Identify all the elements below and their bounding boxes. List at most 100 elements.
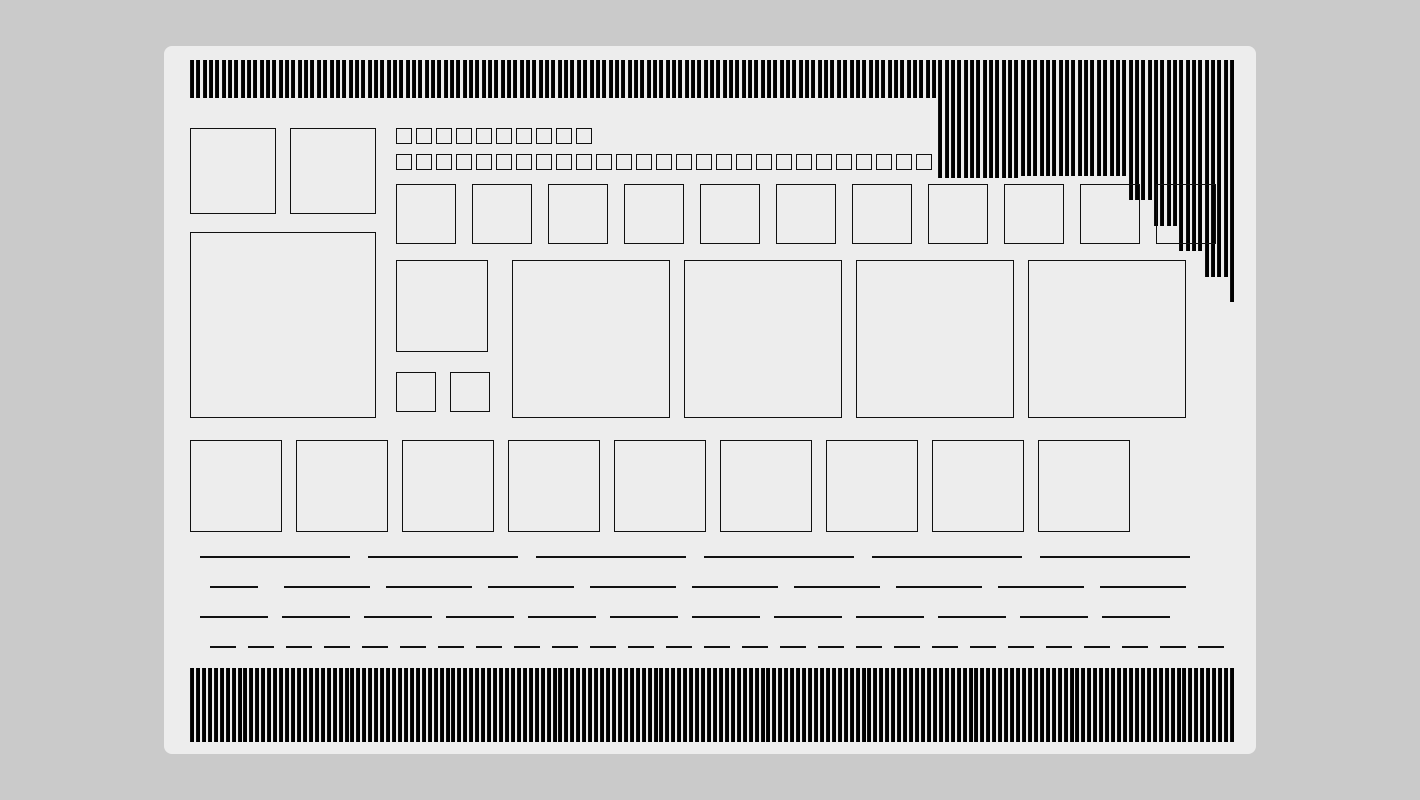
- mid-row-box: [1080, 184, 1140, 244]
- line1-seg: [536, 556, 686, 558]
- vertical-bar: [304, 60, 308, 98]
- vertical-bar: [1059, 60, 1063, 176]
- vertical-bar: [1217, 60, 1221, 277]
- tiny-row-2-box: [616, 154, 632, 170]
- half-pair-small-box: [450, 372, 490, 412]
- tiny-row-2-box: [676, 154, 692, 170]
- vertical-bar: [685, 60, 689, 98]
- vertical-bar: [1016, 668, 1020, 742]
- vertical-bar: [339, 668, 343, 742]
- vertical-bar: [665, 668, 669, 742]
- vertical-bar: [671, 668, 675, 742]
- line4-seg: [894, 646, 920, 648]
- vertical-bar: [767, 60, 771, 98]
- vertical-bar: [1105, 668, 1109, 742]
- vertical-bar: [879, 668, 883, 742]
- vertical-bar: [214, 668, 218, 742]
- vertical-bar: [677, 668, 681, 742]
- wide-row-box: [190, 440, 282, 532]
- vertical-bar: [507, 60, 511, 98]
- vertical-bar: [336, 60, 340, 98]
- vertical-bar: [731, 668, 735, 742]
- vertical-bar: [535, 668, 539, 742]
- vertical-bar: [330, 60, 334, 98]
- vertical-bar: [1211, 60, 1215, 277]
- vertical-bar: [689, 668, 693, 742]
- vertical-bar: [818, 60, 822, 98]
- vertical-bar: [267, 668, 271, 742]
- vertical-bar: [333, 668, 337, 742]
- vertical-bar: [253, 60, 257, 98]
- vertical-bar: [356, 668, 360, 742]
- line2b-seg: [1100, 586, 1186, 588]
- line4-seg: [818, 646, 844, 648]
- tiny-row-2-box: [736, 154, 752, 170]
- vertical-bar: [642, 668, 646, 742]
- vertical-bar: [475, 668, 479, 742]
- wide-row-box: [826, 440, 918, 532]
- vertical-bar: [832, 668, 836, 742]
- vertical-bar: [1194, 668, 1198, 742]
- vertical-bar: [713, 668, 717, 742]
- vertical-bar: [247, 60, 251, 98]
- line2a-seg: [210, 586, 258, 588]
- vertical-bar: [576, 668, 580, 742]
- vertical-bar: [291, 60, 295, 98]
- pair-top-left-box: [290, 128, 376, 214]
- vertical-bar: [1147, 668, 1151, 742]
- vertical-bar: [1141, 668, 1145, 742]
- tiny-row-2-box: [416, 154, 432, 170]
- line4-seg: [210, 646, 236, 648]
- mid-row-box: [472, 184, 532, 244]
- line2b-seg: [284, 586, 370, 588]
- vertical-bar: [431, 60, 435, 98]
- vertical-bar: [564, 668, 568, 742]
- vertical-bar: [469, 668, 473, 742]
- vertical-bar: [437, 60, 441, 98]
- vertical-bar: [1141, 60, 1145, 200]
- tiny-row-1-box: [496, 128, 512, 144]
- vertical-bar: [862, 60, 866, 98]
- vertical-bar: [1224, 60, 1228, 277]
- vertical-bar: [875, 60, 879, 98]
- vertical-bar: [1171, 668, 1175, 742]
- vertical-bar: [609, 60, 613, 98]
- vertical-bar: [1117, 668, 1121, 742]
- vertical-bar: [1097, 60, 1101, 176]
- line4-seg: [1046, 646, 1072, 648]
- vertical-bar: [582, 668, 586, 742]
- vertical-bar: [345, 668, 349, 742]
- vertical-bar: [487, 668, 491, 742]
- vertical-bar: [1027, 60, 1031, 176]
- vertical-bar: [1022, 668, 1026, 742]
- line4-seg: [1160, 646, 1186, 648]
- tiny-row-2-box: [876, 154, 892, 170]
- tiny-row-2-box: [496, 154, 512, 170]
- vertical-bar: [539, 60, 543, 98]
- vertical-bar: [297, 668, 301, 742]
- vertical-bar: [843, 60, 847, 98]
- vertical-bar: [220, 668, 224, 742]
- vertical-bar: [1165, 668, 1169, 742]
- vertical-bar: [659, 668, 663, 742]
- vertical-bar: [1182, 668, 1186, 742]
- vertical-bar: [196, 60, 200, 98]
- vertical-bar: [710, 60, 714, 98]
- vertical-bar: [440, 668, 444, 742]
- vertical-bar: [612, 668, 616, 742]
- vertical-bar: [303, 668, 307, 742]
- vertical-bar: [654, 668, 658, 742]
- vertical-bar: [418, 60, 422, 98]
- vertical-bar: [1040, 60, 1044, 176]
- vertical-bar: [456, 60, 460, 98]
- vertical-bar: [913, 60, 917, 98]
- vertical-bar: [475, 60, 479, 98]
- vertical-bar: [190, 668, 194, 742]
- vertical-bar: [695, 668, 699, 742]
- vertical-bar: [1040, 668, 1044, 742]
- line2b-seg: [488, 586, 574, 588]
- vertical-bar: [1078, 60, 1082, 176]
- vertical-bar: [463, 60, 467, 98]
- vertical-bar: [380, 60, 384, 98]
- line4-seg: [1198, 646, 1224, 648]
